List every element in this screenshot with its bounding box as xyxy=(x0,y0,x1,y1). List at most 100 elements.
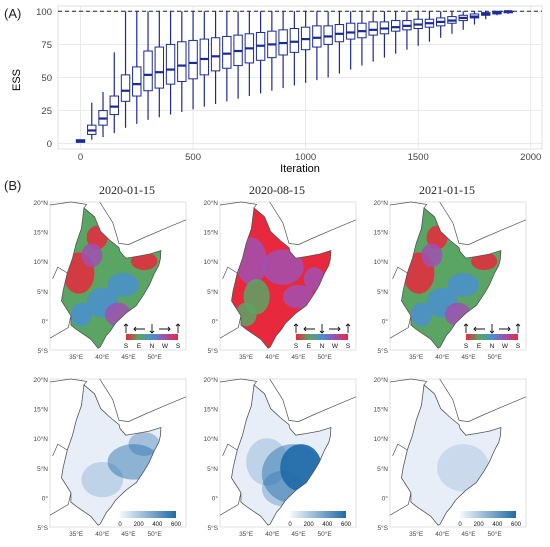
box xyxy=(424,11,435,42)
direction-letter: N xyxy=(490,343,495,350)
density-tick: 400 xyxy=(492,522,503,528)
latitude-label: 10°N xyxy=(373,435,388,443)
map-canvas: 20°N 15°N 10°N 5°N 0° 5°S 35°E 40°E 45°E 50°E S E N W… xyxy=(203,199,357,361)
coastline xyxy=(401,384,502,526)
box xyxy=(312,11,322,81)
density-tick: 0 xyxy=(118,522,122,528)
box xyxy=(402,11,412,50)
density-tick: 0 xyxy=(458,522,462,528)
latitude-label: 20°N xyxy=(203,376,218,384)
border-line xyxy=(269,378,357,422)
box xyxy=(357,11,367,66)
x-tick-label: 1000 xyxy=(295,152,316,163)
latitude-label: 5°S xyxy=(377,347,388,355)
border-line xyxy=(389,378,428,386)
latitude-label: 5°S xyxy=(207,347,218,355)
box xyxy=(210,11,221,104)
box-body xyxy=(199,38,210,76)
map-title-2: 2020-08-15 xyxy=(249,183,305,197)
direction-letter: W xyxy=(162,343,169,350)
direction-map-3: 20°N 15°N 10°N 5°N 0° 5°S 35°E 40°E 45°E 50°E S E N W… xyxy=(370,198,530,370)
latitude-label: 5°N xyxy=(377,465,388,473)
border-line xyxy=(49,315,72,339)
latitude-label: 5°N xyxy=(37,465,48,473)
box-body xyxy=(323,25,333,45)
direction-letter: N xyxy=(150,343,155,350)
latitude-label: 0° xyxy=(212,494,219,502)
direction-letter: S xyxy=(464,343,469,350)
map-title-1: 2020-01-15 xyxy=(99,183,155,197)
box xyxy=(503,10,513,14)
coastline xyxy=(61,384,162,526)
longitude-label: 40°E xyxy=(95,530,110,538)
box xyxy=(98,92,108,138)
density-tick: 400 xyxy=(322,522,333,528)
border-line xyxy=(49,201,88,209)
box xyxy=(244,11,255,97)
box xyxy=(199,11,210,107)
panel-a-label: (A) xyxy=(4,6,22,21)
box xyxy=(278,11,288,89)
box xyxy=(390,11,401,54)
box-body xyxy=(345,22,356,40)
x-tick-label: 2000 xyxy=(520,152,541,163)
density-legend: 0 200 400 600 xyxy=(118,511,182,528)
border-line xyxy=(269,201,357,245)
box xyxy=(379,11,390,58)
box xyxy=(368,11,378,62)
latitude-label: 5°S xyxy=(207,524,218,532)
box-body xyxy=(120,74,131,102)
latitude-label: 20°N xyxy=(33,199,48,207)
box xyxy=(300,11,311,83)
direction-letter: W xyxy=(332,343,339,350)
box xyxy=(458,11,468,30)
longitude-label: 40°E xyxy=(435,353,450,361)
longitude-label: 40°E xyxy=(265,353,280,361)
box xyxy=(289,11,300,86)
box-body xyxy=(165,43,176,85)
map-canvas: 20°N 15°N 10°N 5°N 0° 5°S 35°E 40°E 45°E 50°E 0 200… xyxy=(373,376,527,538)
box-body xyxy=(109,95,119,116)
box-body xyxy=(390,20,401,32)
box xyxy=(177,11,187,112)
longitude-label: 40°E xyxy=(95,353,110,361)
border-line xyxy=(49,378,88,386)
map-canvas: 20°N 15°N 10°N 5°N 0° 5°S 35°E 40°E 45°E 50°E 0 200… xyxy=(203,376,357,538)
density-map-3: 20°N 15°N 10°N 5°N 0° 5°S 35°E 40°E 45°E 50°E 0 200… xyxy=(370,375,530,547)
border-line xyxy=(49,492,72,516)
longitude-label: 40°E xyxy=(265,530,280,538)
y-tick-label: 100 xyxy=(36,7,52,18)
box xyxy=(222,11,232,102)
direction-letter: E xyxy=(477,343,482,350)
direction-letter: S xyxy=(516,343,521,350)
border-line xyxy=(389,492,412,516)
latitude-label: 0° xyxy=(382,317,389,325)
border-line xyxy=(439,201,527,245)
latitude-label: 15°N xyxy=(203,229,218,237)
box xyxy=(120,11,131,128)
latitude-label: 15°N xyxy=(373,229,388,237)
latitude-label: 10°N xyxy=(33,435,48,443)
latitude-label: 5°S xyxy=(37,347,48,355)
box-body xyxy=(188,39,198,80)
longitude-label: 35°E xyxy=(69,353,84,361)
direction-letter: E xyxy=(137,343,142,350)
latitude-label: 5°S xyxy=(37,524,48,532)
box xyxy=(109,52,119,134)
box xyxy=(435,11,446,38)
box xyxy=(132,11,142,124)
box-body xyxy=(289,28,300,53)
box xyxy=(323,11,333,78)
border-line xyxy=(219,201,258,209)
boxes xyxy=(75,10,513,143)
x-axis-label: Iteration xyxy=(280,163,320,175)
border-line xyxy=(219,492,242,516)
latitude-label: 20°N xyxy=(373,376,388,384)
box-body xyxy=(368,21,378,36)
longitude-label: 35°E xyxy=(239,530,254,538)
box xyxy=(165,11,176,115)
density-map-2: 20°N 15°N 10°N 5°N 0° 5°S 35°E 40°E 45°E 50°E 0 200… xyxy=(200,375,360,547)
border-line xyxy=(99,378,187,422)
box xyxy=(87,102,97,140)
